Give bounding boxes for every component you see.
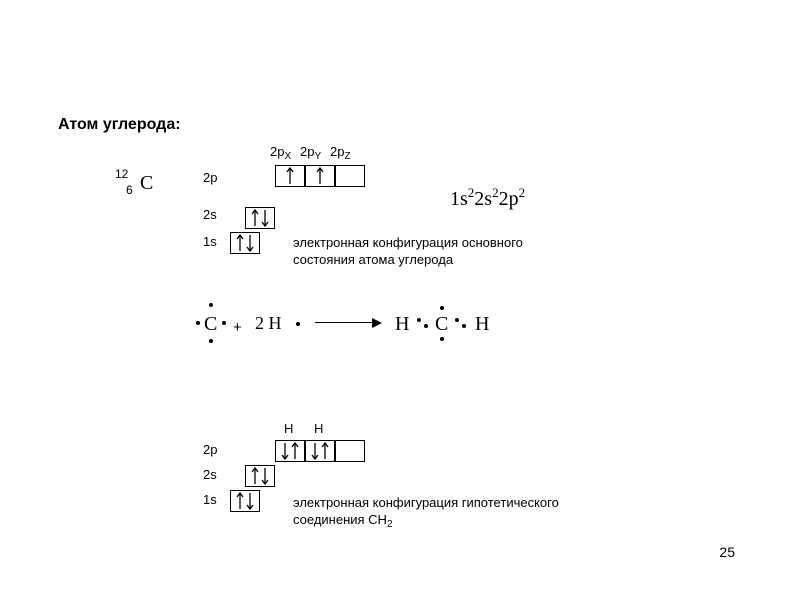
label-2py: 2pY [300, 144, 321, 159]
dot-c-bottom [209, 339, 213, 343]
reaction-c: C [204, 313, 217, 336]
electron-config: 1s22s22p2 [450, 188, 525, 211]
h-label-1: H [284, 421, 293, 436]
carbon-z: 6 [126, 183, 133, 197]
desc1: электронная конфигурация основного состо… [293, 235, 523, 269]
box-2s-d1 [245, 207, 275, 229]
h-label-2: H [314, 421, 323, 436]
dot-pc-bot [440, 337, 444, 341]
label-2pz: 2pZ [330, 144, 351, 159]
dot-p1 [417, 318, 421, 322]
box-2py-d2 [305, 440, 335, 462]
product-c: C [435, 313, 448, 336]
dot-p3 [455, 318, 459, 322]
label-2p-1: 2p [203, 170, 217, 185]
box-2px-d2 [275, 440, 305, 462]
dot-c-right [222, 321, 226, 325]
box-1s-d2 [230, 490, 260, 512]
dot-p2 [424, 324, 428, 328]
label-2p-2: 2p [203, 442, 217, 457]
page-number: 25 [719, 544, 735, 560]
dot-pc-top [440, 306, 444, 310]
reaction-arrow-head [372, 318, 382, 328]
product-h1: H [395, 313, 409, 336]
product-h2: H [475, 313, 489, 336]
reaction-arrow-line [315, 322, 375, 323]
box-1s-d1 [230, 232, 260, 254]
desc2: электронная конфигурация гипотетического… [293, 495, 559, 529]
carbon-mass: 12 [115, 167, 128, 181]
reaction-plus: + [233, 319, 242, 336]
label-2px: 2pX [270, 144, 291, 159]
label-1s-1: 1s [203, 234, 217, 249]
box-2pz-d1 [335, 165, 365, 187]
dot-2h [296, 322, 300, 326]
label-1s-2: 1s [203, 492, 217, 507]
label-2s-1: 2s [203, 207, 217, 222]
carbon-symbol: C [140, 172, 153, 195]
dot-c-top [209, 303, 213, 307]
box-2py-d1 [305, 165, 335, 187]
box-2px-d1 [275, 165, 305, 187]
label-2s-2: 2s [203, 467, 217, 482]
dot-c-left [196, 321, 200, 325]
title: Атом углерода: [58, 116, 181, 134]
reaction-2h: 2 H [255, 313, 282, 334]
dot-p4 [462, 324, 466, 328]
box-2s-d2 [245, 465, 275, 487]
box-2pz-d2 [335, 440, 365, 462]
